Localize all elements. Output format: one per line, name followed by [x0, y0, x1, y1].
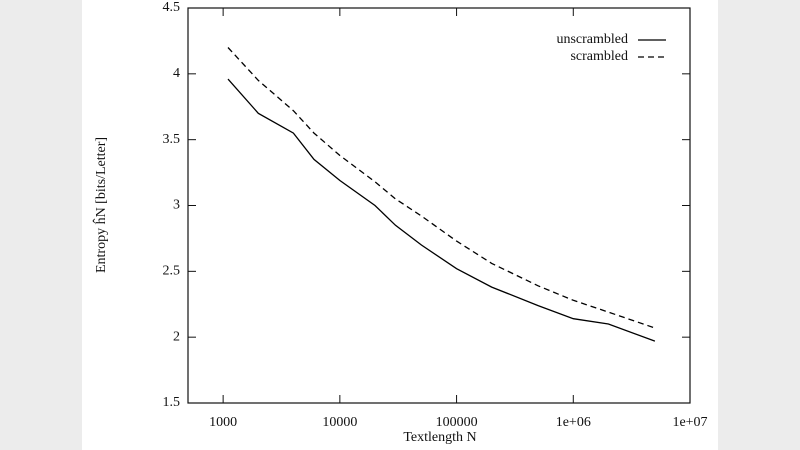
y-axis-label: Entropy ĥN [bits/Letter]: [92, 137, 109, 273]
x-axis-label: Textlength N: [403, 430, 476, 445]
left-margin: [0, 0, 82, 450]
series-line: [227, 78, 656, 342]
plot-frame: [187, 7, 691, 404]
x-tick-label: 1e+06: [556, 415, 591, 430]
y-tick-label: 2.5: [163, 264, 181, 279]
series-line: [227, 47, 656, 329]
x-tick-label: 1000: [209, 415, 237, 430]
y-tick-label: 3: [173, 198, 180, 213]
right-margin: [718, 0, 800, 450]
y-tick-label: 1.5: [163, 395, 181, 410]
x-tick-label: 1e+07: [672, 415, 707, 430]
y-tick-label: 4: [173, 66, 180, 81]
y-tick-label: 2: [173, 329, 180, 344]
legend-label: unscrambled: [556, 32, 628, 47]
y-tick-label: 4.5: [163, 0, 181, 15]
x-tick-label: 10000: [322, 415, 357, 430]
x-tick-label: 100000: [436, 415, 478, 430]
legend-label: scrambled: [570, 49, 628, 64]
y-tick-label: 3.5: [163, 132, 181, 147]
